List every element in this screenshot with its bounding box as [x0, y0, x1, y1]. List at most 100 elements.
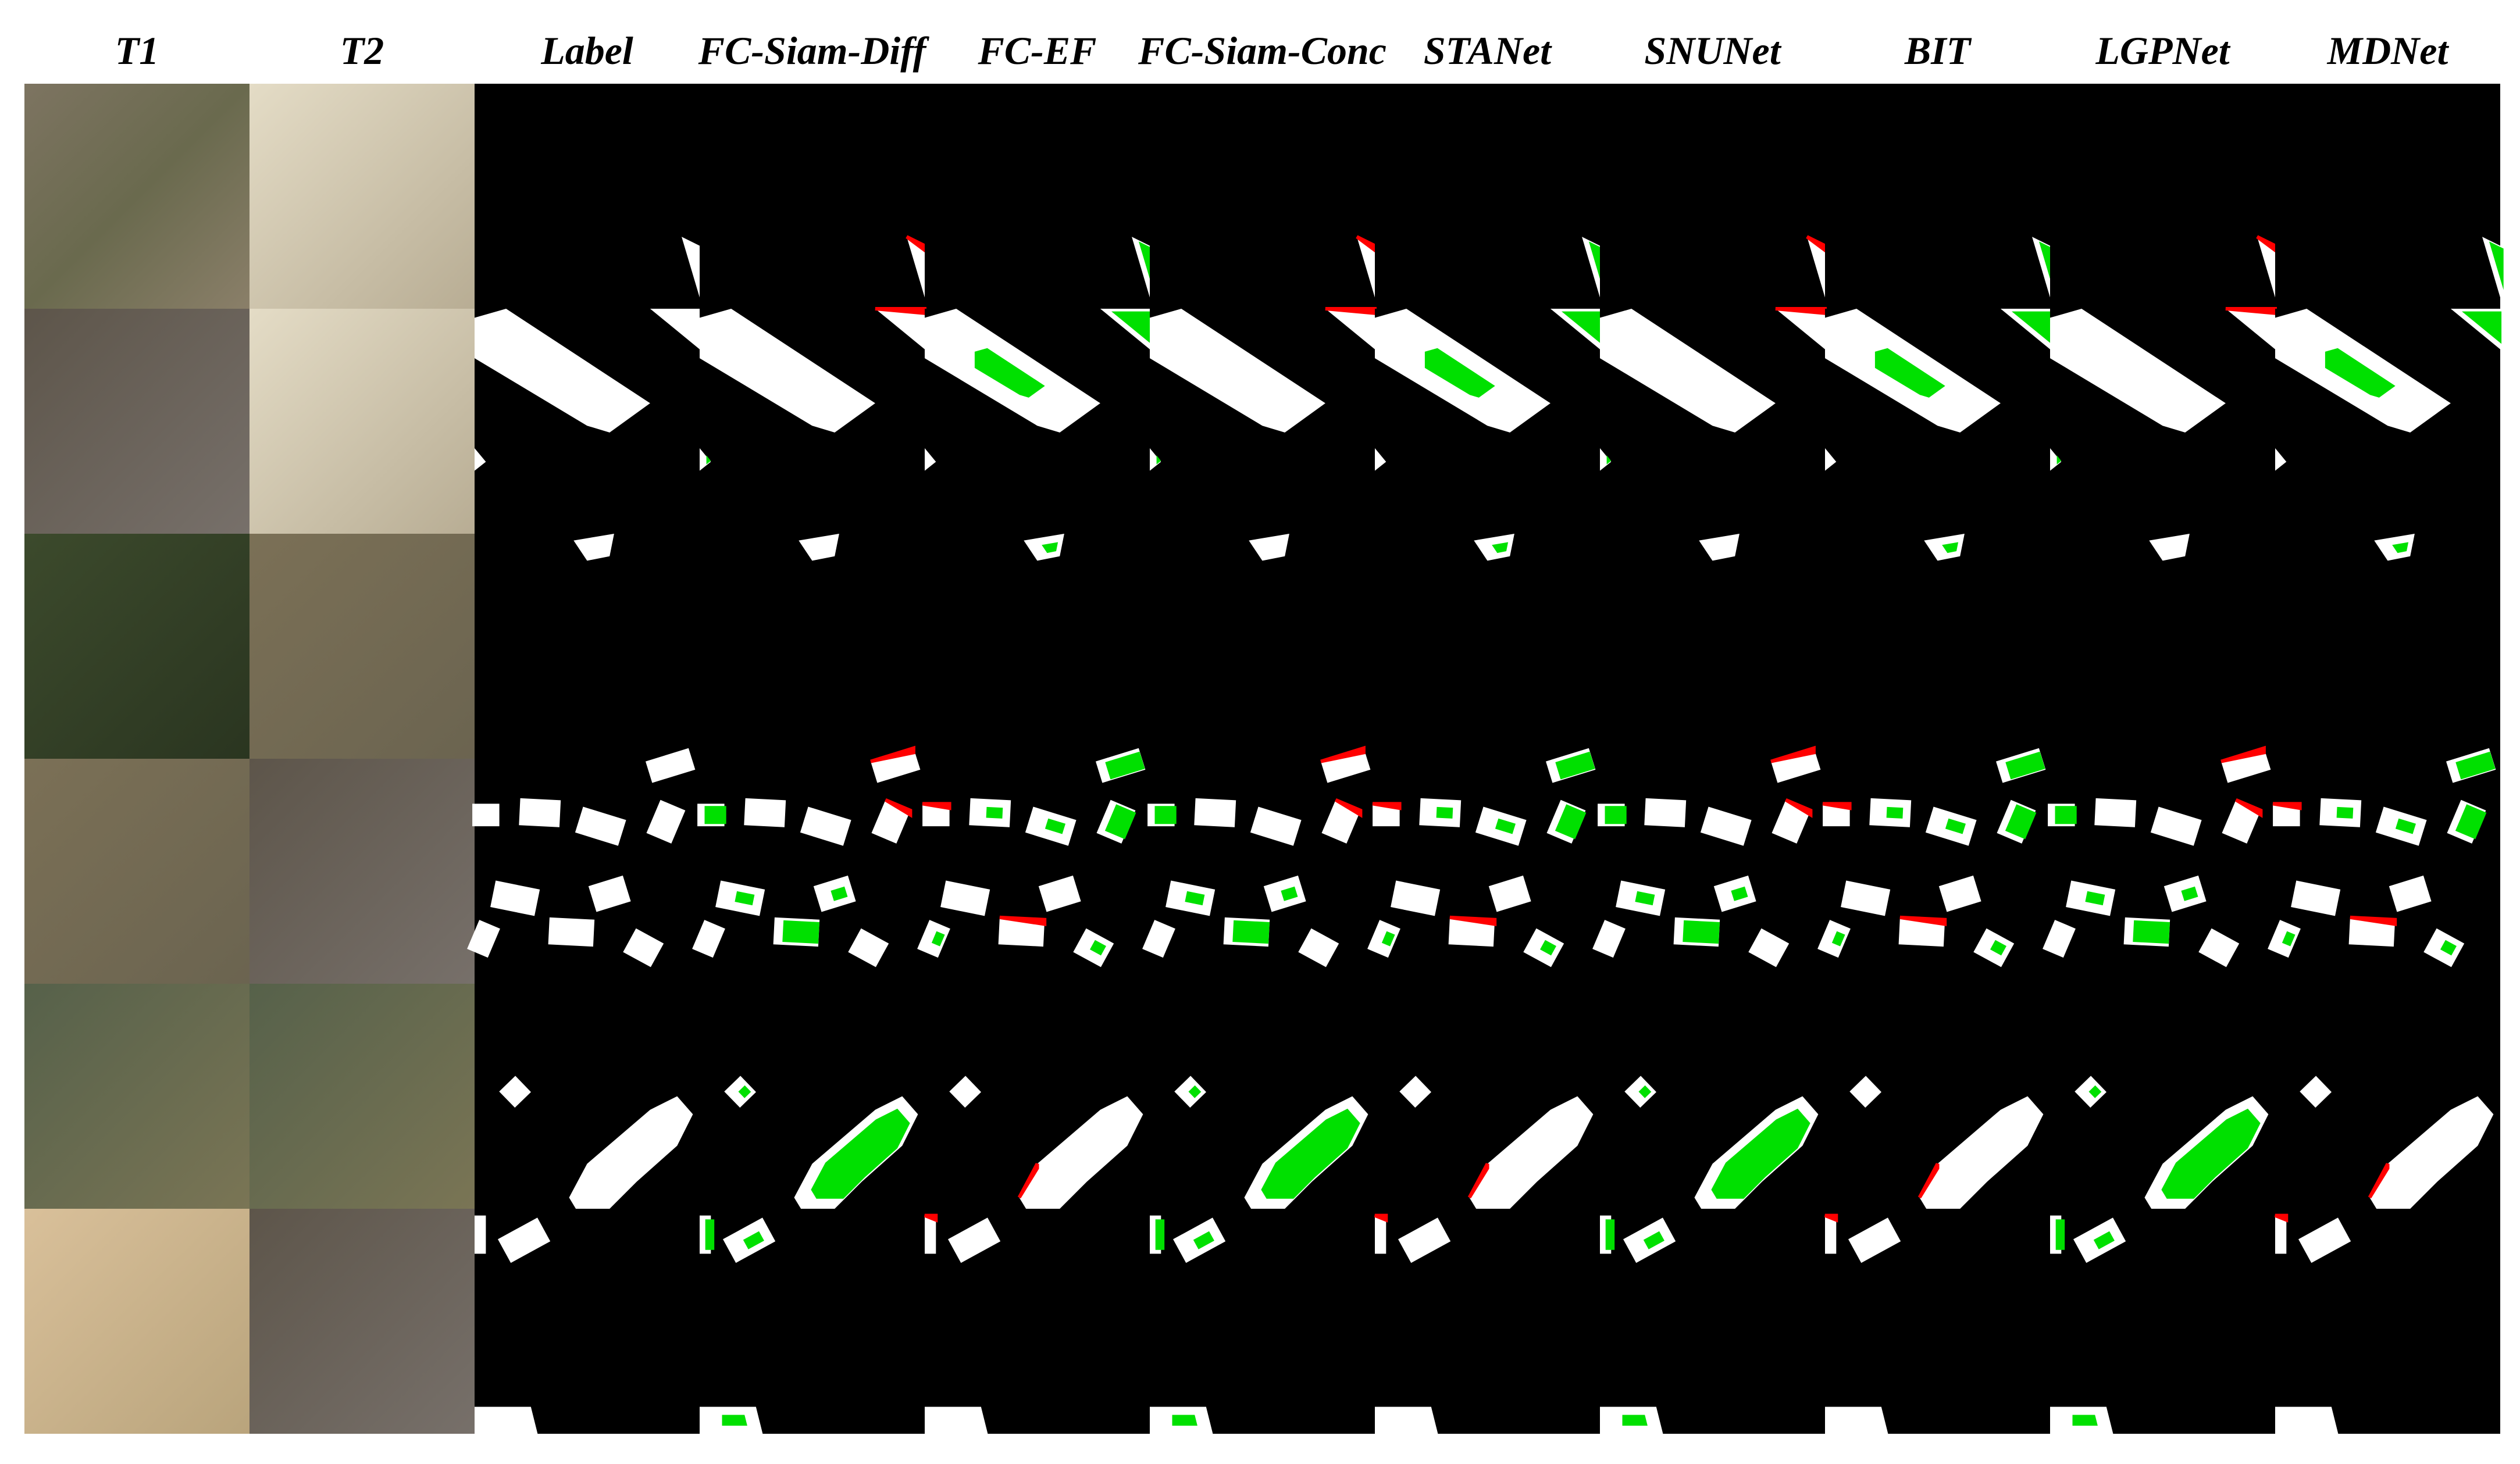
- white-region: [848, 928, 889, 967]
- white-region: [1771, 748, 1821, 783]
- white-region: [1699, 534, 1740, 561]
- t2-image: [249, 84, 475, 309]
- false-region: [1824, 1213, 1838, 1223]
- false-region: [1785, 798, 1813, 818]
- missed-region: [931, 931, 945, 947]
- mask-cell: [2275, 984, 2500, 1209]
- missed-region: [2072, 1415, 2098, 1426]
- white-region: [2275, 1406, 2339, 1434]
- missed-region: [1555, 751, 1595, 780]
- missed-region: [2395, 818, 2416, 834]
- missed-region: [831, 886, 848, 901]
- missed-region: [1540, 940, 1556, 956]
- white-region: [2275, 448, 2287, 471]
- column-header: SNUNet: [1644, 28, 1781, 73]
- mask-bg: [925, 759, 1150, 984]
- missed-region: [704, 806, 726, 824]
- white-region: [623, 928, 664, 967]
- mask-cell: [1150, 534, 1375, 759]
- white-region: [1391, 880, 1441, 916]
- mask-bg: [1150, 759, 1375, 984]
- false-region: [1449, 915, 1497, 926]
- missed-region: [782, 920, 819, 944]
- missed-region: [1156, 455, 1161, 465]
- t1-image: [24, 309, 249, 534]
- missed-region: [1605, 806, 1627, 824]
- mask-cell: [1817, 748, 2050, 984]
- white-region: [1825, 1215, 1837, 1254]
- missed-region: [974, 348, 1045, 398]
- mask-bg: [1825, 84, 2050, 309]
- missed-region: [705, 1219, 715, 1250]
- mask-bg: [700, 84, 925, 309]
- false-region: [1374, 1213, 1388, 1223]
- missed-region: [1831, 931, 1845, 947]
- missed-region: [2181, 886, 2198, 901]
- mask-bg: [1600, 84, 1825, 309]
- missed-region: [1232, 920, 1270, 944]
- mask-bg: [1600, 759, 1825, 984]
- white-region: [2298, 1217, 2351, 1263]
- white-region: [475, 309, 650, 433]
- missed-region: [1436, 806, 1453, 819]
- white-region: [1919, 1096, 2044, 1209]
- mask-bg: [1150, 84, 1375, 309]
- mask-bg: [1600, 534, 1825, 759]
- white-region: [2150, 806, 2202, 846]
- mask-cell: [925, 309, 1152, 534]
- t1-image: [24, 1209, 249, 1434]
- t2-image: [249, 1209, 475, 1434]
- white-region: [1825, 448, 1837, 471]
- false-region: [1320, 745, 1366, 763]
- mask-bg: [2275, 534, 2500, 759]
- white-region: [1150, 448, 1161, 471]
- false-region: [2350, 915, 2397, 926]
- missed-region: [2056, 455, 2062, 465]
- mask-cell: [475, 984, 700, 1209]
- white-region: [692, 920, 725, 958]
- mask-bg: [1825, 534, 2050, 759]
- white-region: [1848, 1217, 1901, 1263]
- white-region: [2221, 748, 2271, 783]
- missed-region: [1874, 348, 1945, 398]
- missed-region: [2462, 311, 2502, 344]
- mask-cell: [1824, 1209, 2050, 1434]
- column-header: T2: [340, 28, 384, 73]
- column-header: BIT: [1904, 28, 1972, 73]
- mask-cell: [1375, 84, 1603, 309]
- missed-region: [2012, 311, 2052, 344]
- white-region: [498, 1217, 551, 1263]
- missed-region: [2085, 891, 2105, 906]
- false-region: [2220, 745, 2266, 763]
- mask-cell: [1150, 984, 1375, 1209]
- white-region: [1938, 875, 1981, 912]
- missed-region: [1104, 804, 1136, 840]
- missed-region: [1111, 311, 1152, 344]
- missed-region: [738, 1085, 751, 1098]
- missed-region: [1154, 806, 1177, 824]
- mask-bg: [475, 759, 700, 984]
- missed-region: [2093, 1231, 2115, 1249]
- white-region: [925, 1215, 936, 1254]
- t1-image: [24, 84, 249, 309]
- mask-cell: [2050, 84, 2277, 309]
- missed-region: [1042, 542, 1058, 554]
- column-header: STANet: [1424, 28, 1552, 73]
- mask-cell: [2043, 745, 2275, 984]
- t1-image: [24, 759, 249, 984]
- mask-cell: [475, 1209, 700, 1434]
- white-region: [1488, 875, 1531, 912]
- white-region: [575, 806, 626, 846]
- mask-cell: [700, 84, 926, 309]
- white-region: [588, 875, 631, 912]
- white-region: [2273, 804, 2300, 827]
- false-region: [1335, 798, 1363, 818]
- mask-cell: [2050, 984, 2275, 1209]
- missed-region: [1588, 241, 1603, 290]
- white-region: [1644, 798, 1687, 827]
- missed-region: [1193, 1231, 1214, 1249]
- white-region: [475, 448, 486, 471]
- missed-region: [1555, 804, 1587, 840]
- mask-bg: [475, 534, 700, 759]
- white-region: [475, 1215, 486, 1254]
